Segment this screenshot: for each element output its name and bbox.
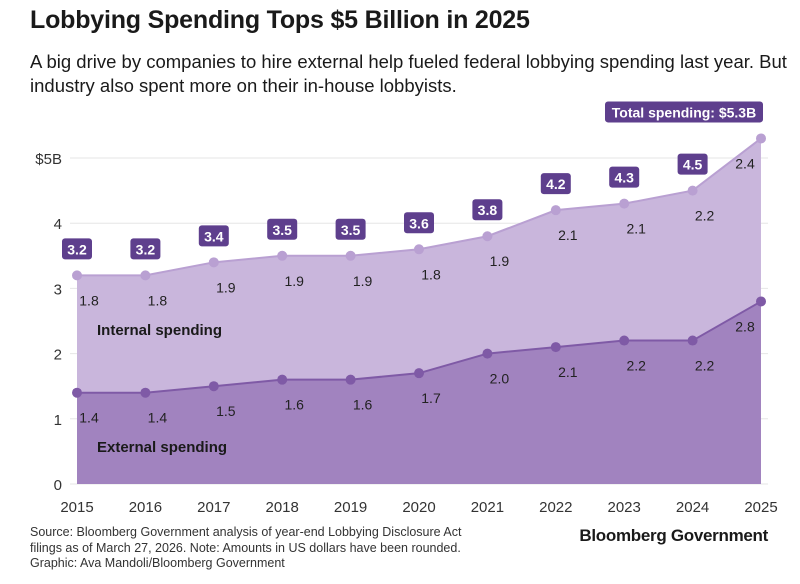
- x-tick-label: 2025: [744, 499, 777, 516]
- x-tick-label: 2016: [129, 499, 162, 516]
- external-point: [482, 348, 493, 359]
- total-label-box: [335, 218, 366, 240]
- internal-value-label: 2.1: [558, 227, 578, 243]
- total-point: [619, 198, 630, 209]
- total-value-label: 3.5: [341, 222, 361, 238]
- x-tick-label: 2017: [197, 499, 230, 516]
- external-value-label: 1.4: [79, 410, 99, 426]
- internal-value-label: 2.1: [626, 221, 646, 237]
- x-tick-label: 2020: [402, 499, 435, 516]
- external-spending-area: [77, 301, 761, 484]
- y-tick-label: 2: [54, 347, 62, 364]
- internal-value-label: 1.8: [148, 292, 168, 308]
- external-point: [277, 374, 288, 385]
- total-label-box: [540, 173, 571, 195]
- total-point: [756, 133, 766, 144]
- total-value-label: 3.4: [204, 228, 224, 244]
- total-label-box: [198, 225, 229, 247]
- external-point: [208, 381, 219, 392]
- y-tick-label: $5B: [35, 151, 62, 168]
- external-value-label: 1.6: [353, 397, 373, 413]
- total-value-label: 3.2: [136, 241, 156, 257]
- x-tick-label: 2021: [471, 499, 504, 516]
- external-point: [619, 335, 630, 346]
- internal-value-label: 2.4: [735, 155, 755, 171]
- external-point: [72, 387, 82, 398]
- series-label-internal: Internal spending: [97, 322, 222, 339]
- chart-title: Lobbying Spending Tops $5 Billion in 202…: [30, 6, 530, 34]
- total-value-label: Total spending: $5.3B: [612, 104, 756, 120]
- external-value-label: 1.4: [148, 410, 168, 426]
- y-tick-label: 0: [54, 477, 62, 494]
- external-value-label: 2.0: [490, 371, 510, 387]
- external-point: [687, 335, 698, 346]
- total-value-label: 3.5: [272, 222, 292, 238]
- total-point: [208, 257, 219, 268]
- x-tick-label: 2019: [334, 499, 367, 516]
- external-point: [756, 296, 766, 307]
- total-point: [550, 205, 561, 216]
- external-point: [414, 368, 424, 379]
- series-label-external: External spending: [97, 439, 227, 456]
- source-note: Source: Bloomberg Government analysis of…: [30, 525, 490, 572]
- total-label-box: [677, 153, 708, 175]
- total-label-box: [605, 101, 763, 123]
- total-point: [140, 270, 151, 281]
- total-label-box: [609, 166, 640, 188]
- total-point: [414, 244, 424, 255]
- external-value-label: 2.2: [695, 358, 715, 374]
- x-tick-label: 2018: [266, 499, 299, 516]
- external-point: [345, 374, 356, 385]
- x-tick-label: 2015: [60, 499, 93, 516]
- total-value-label: 3.8: [478, 202, 498, 218]
- total-value-label: 3.6: [409, 215, 429, 231]
- graphic-credit: Graphic: Ava Mandoli/Bloomberg Governmen…: [30, 556, 285, 570]
- x-tick-label: 2023: [608, 499, 641, 516]
- external-value-label: 1.5: [216, 403, 236, 419]
- internal-value-label: 1.9: [353, 273, 373, 289]
- total-point: [277, 250, 288, 261]
- total-value-label: 4.5: [683, 157, 703, 173]
- total-point: [482, 231, 493, 242]
- internal-value-label: 1.9: [216, 279, 236, 295]
- internal-value-label: 1.8: [79, 292, 99, 308]
- total-label-box: [472, 199, 503, 221]
- external-value-label: 2.8: [735, 318, 755, 334]
- total-value-label: 4.2: [546, 176, 566, 192]
- total-point: [72, 270, 82, 281]
- internal-value-label: 1.9: [490, 253, 510, 269]
- external-value-label: 2.2: [626, 358, 646, 374]
- total-label-box: [404, 212, 434, 234]
- source-text: Source: Bloomberg Government analysis of…: [30, 525, 462, 555]
- external-value-label: 2.1: [558, 364, 578, 380]
- external-point: [140, 387, 151, 398]
- total-value-label: 3.2: [67, 241, 87, 257]
- x-tick-label: 2024: [676, 499, 709, 516]
- x-tick-label: 2022: [539, 499, 572, 516]
- internal-value-label: 1.9: [284, 273, 304, 289]
- total-value-label: 4.3: [614, 170, 634, 186]
- external-value-label: 1.6: [284, 397, 304, 413]
- y-tick-label: 1: [54, 412, 62, 429]
- internal-value-label: 1.8: [421, 266, 441, 282]
- external-value-label: 1.7: [421, 390, 441, 406]
- chart-subtitle: A big drive by companies to hire externa…: [30, 51, 787, 96]
- total-point: [345, 250, 356, 261]
- total-label-box: [130, 238, 161, 260]
- total-point: [687, 185, 698, 196]
- total-label-box: [62, 238, 92, 260]
- external-point: [550, 342, 561, 353]
- internal-value-label: 2.2: [695, 208, 715, 224]
- y-tick-label: 4: [54, 216, 62, 233]
- total-label-box: [267, 218, 298, 240]
- y-tick-label: 3: [54, 281, 62, 298]
- brand-logo-text: Bloomberg Government: [579, 526, 768, 545]
